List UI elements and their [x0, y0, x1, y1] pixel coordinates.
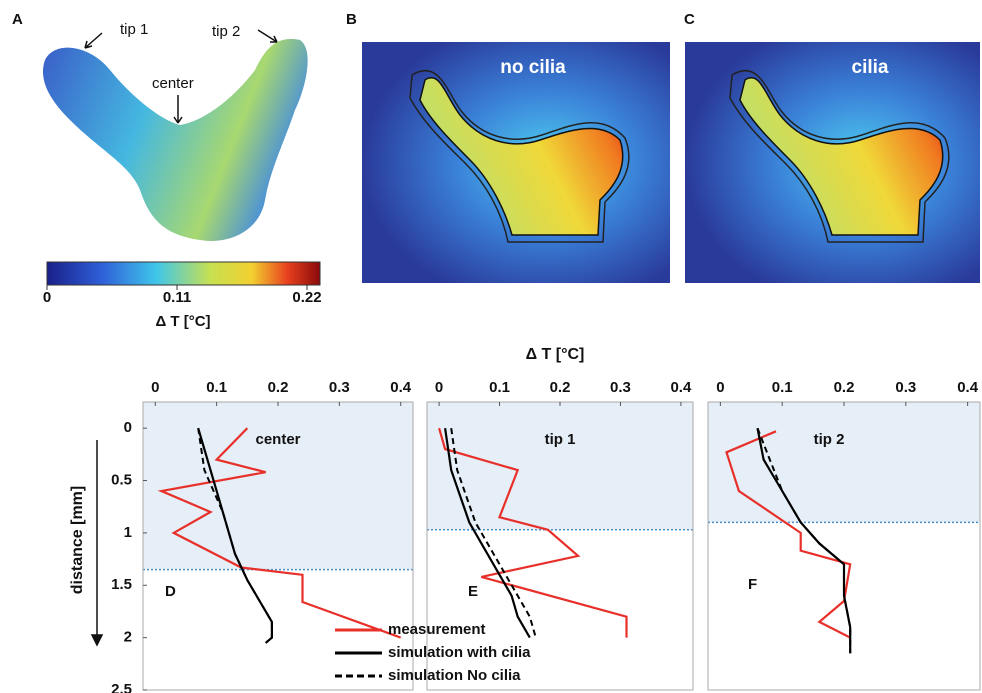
colorbar-tick-label: 0.11 [163, 289, 191, 306]
colorbar-fill [46, 261, 321, 286]
shaded-region [143, 402, 413, 570]
y-tick-label: 2 [124, 629, 132, 646]
chart-title: center [255, 431, 300, 448]
shaded-region [427, 402, 693, 530]
y-tick-label: 0.5 [111, 472, 132, 489]
annotation: tip 2 [212, 23, 240, 40]
chart-title: tip 1 [545, 431, 576, 448]
shaded-region [708, 402, 980, 523]
y-tick-label: 1 [124, 524, 132, 541]
legend-label: simulation with cilia [388, 644, 531, 661]
colorbar [46, 261, 321, 286]
panel-label: B [346, 11, 357, 28]
depth-arrow [90, 440, 104, 647]
x-tick-label: 0.3 [610, 379, 631, 396]
series-line [756, 427, 852, 654]
annotation: center [152, 75, 194, 92]
colorbar-tick-label: 0.22 [292, 289, 321, 306]
x-tick-label: 0.1 [772, 379, 793, 396]
panel-title: no cilia [500, 57, 566, 78]
y-tick-label: 1.5 [111, 576, 132, 593]
x-tick-label: 0.4 [957, 379, 979, 396]
x-tick-label: 0.2 [550, 379, 571, 396]
x-tick-label: 0.2 [834, 379, 855, 396]
series-line [157, 427, 402, 639]
y-tick-label: 0 [124, 419, 132, 436]
panel-label: E [468, 583, 478, 600]
y-axis-label: distance [mm] [69, 486, 86, 594]
chart-title: tip 2 [814, 431, 845, 448]
series-line [725, 430, 852, 639]
panel-label: D [165, 583, 176, 600]
colorbar-label: Δ T [°C] [155, 313, 210, 330]
x-tick-label: 0.1 [206, 379, 227, 396]
x-tick-label: 0 [151, 379, 159, 396]
panel-title: cilia [852, 57, 889, 78]
series-line [438, 427, 628, 638]
colorbar-tick-label: 0 [43, 289, 51, 306]
arrow [84, 32, 103, 49]
series-line [450, 428, 537, 638]
x-tick-label: 0.1 [489, 379, 510, 396]
x-tick-label: 0.3 [895, 379, 916, 396]
panel-label: F [748, 576, 757, 593]
x-tick-label: 0.4 [670, 379, 692, 396]
series-line [444, 428, 531, 639]
x-tick-label: 0.4 [390, 379, 412, 396]
arrow [173, 95, 183, 124]
x-tick-label: 0 [435, 379, 443, 396]
x-tick-label: 0 [716, 379, 724, 396]
y-tick-label: 2.5 [111, 681, 132, 693]
legend-label: simulation No cilia [388, 667, 521, 684]
series-line [197, 428, 273, 644]
tissue-render [42, 39, 308, 241]
panel-label: A [12, 11, 23, 28]
x-tick-label: 0.2 [268, 379, 289, 396]
arrow [257, 29, 278, 43]
x-tick-label: 0.3 [329, 379, 350, 396]
x-axis-label: Δ T [°C] [526, 346, 585, 363]
legend-label: measurement [388, 621, 486, 638]
annotation: tip 1 [120, 21, 148, 38]
panel-label: C [684, 11, 695, 28]
